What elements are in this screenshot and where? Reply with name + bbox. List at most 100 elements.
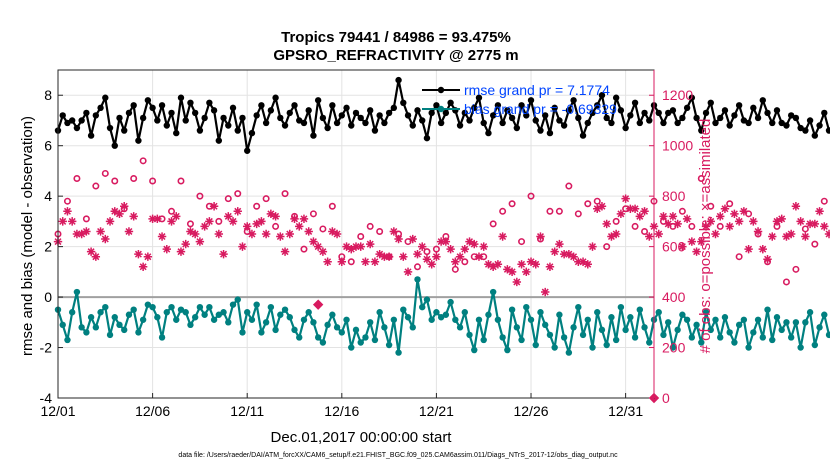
rmse-point [239, 114, 246, 122]
bias-point [428, 316, 435, 323]
rmse-point [158, 102, 166, 109]
bias-point [821, 311, 828, 318]
assimilated-point [479, 242, 488, 251]
bias-point [797, 344, 804, 351]
bias-point [603, 341, 610, 349]
rmse-point [111, 142, 118, 149]
assimilated-point [820, 222, 829, 231]
bias-point [59, 321, 66, 329]
rmse-point [471, 104, 478, 112]
y-tick-label-right: 600 [662, 239, 686, 255]
assimilated-point [777, 214, 786, 224]
rmse-point [343, 104, 350, 112]
assimilated-point [238, 242, 247, 251]
rmse-point [395, 76, 402, 84]
rmse-point [390, 104, 398, 112]
bias-point [622, 326, 629, 334]
y-tick-label-left: 2 [44, 239, 52, 255]
rmse-point [560, 122, 568, 129]
rmse-point [437, 119, 445, 127]
rmse-point [461, 109, 468, 117]
possible-point [820, 197, 828, 205]
bias-point [717, 334, 724, 341]
bias-point [139, 316, 147, 323]
bias-point [352, 326, 360, 334]
bias-point [92, 324, 100, 331]
bias-point [277, 311, 284, 318]
bias-point [617, 303, 625, 311]
bias-point [769, 336, 776, 344]
assimilated-point [422, 255, 432, 264]
bias-point [423, 296, 431, 303]
bias-point [461, 309, 468, 316]
assimilated-point [120, 202, 129, 211]
rmse-point [348, 122, 355, 129]
bias-point [655, 309, 662, 316]
possible-point [224, 195, 232, 203]
assimilated-point [285, 229, 294, 239]
bias-point [612, 336, 620, 344]
rmse-point [409, 122, 416, 129]
bias-point [726, 329, 733, 336]
bias-point [83, 329, 90, 336]
possible-point [735, 253, 743, 261]
assimilated-point [101, 234, 110, 244]
bias-point [523, 303, 530, 311]
rmse-point [277, 114, 284, 122]
assimilated-point [810, 219, 820, 229]
bias-point [532, 341, 539, 349]
rmse-point [262, 119, 270, 127]
rmse-point [693, 114, 700, 122]
bias-point [97, 309, 104, 316]
possible-point [234, 190, 242, 198]
bias-point [64, 336, 71, 344]
bias-point [437, 314, 445, 321]
assimilated-point [635, 212, 645, 221]
assimilated-point [380, 252, 389, 261]
rmse-point [210, 107, 218, 114]
possible-point [413, 263, 421, 271]
rmse-point [508, 114, 516, 122]
rmse-point [778, 119, 785, 127]
bias-point [816, 324, 823, 331]
possible-point [73, 174, 81, 182]
bias-point [338, 329, 346, 336]
rmse-point [116, 114, 123, 122]
assimilated-point [753, 227, 763, 236]
possible-point [63, 197, 71, 205]
assimilated-point [507, 267, 517, 277]
rmse-point [811, 132, 819, 139]
assimilated-point [261, 229, 271, 239]
assimilated-point [195, 237, 205, 246]
assimilated-point [190, 229, 200, 239]
possible-point [716, 222, 724, 230]
rmse-point [660, 119, 667, 127]
assimilated-point [247, 229, 257, 239]
bias-point [300, 316, 308, 323]
assimilated-point [706, 217, 715, 226]
assimilated-point [626, 204, 635, 213]
rmse-point [87, 132, 95, 139]
assimilated-point [470, 239, 479, 249]
rmse-point [664, 109, 672, 117]
assimilated-point [460, 244, 469, 254]
assimilated-point [295, 222, 304, 231]
assimilated-point [129, 212, 138, 221]
assimilated-point [692, 247, 701, 256]
assimilated-point [673, 219, 682, 229]
bias-point [210, 316, 218, 323]
rmse-point [598, 92, 606, 99]
assimilated-point [105, 217, 115, 226]
assimilated-point [233, 207, 242, 216]
rmse-point [333, 119, 341, 127]
rmse-point [726, 122, 733, 129]
rmse-point [787, 112, 795, 119]
bias-point [646, 339, 653, 346]
assimilated-point [436, 237, 446, 246]
assimilated-point [569, 252, 578, 261]
bias-point [177, 306, 185, 313]
bias-point [163, 309, 170, 316]
bias-point [229, 301, 237, 308]
bias-point [433, 309, 440, 316]
bias-point [560, 334, 568, 341]
